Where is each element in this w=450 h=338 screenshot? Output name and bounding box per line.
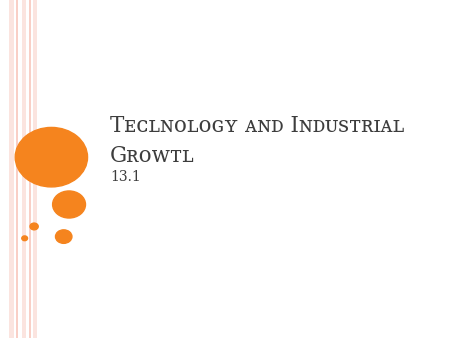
Text: Gʀᴏᴡᴛʟ: Gʀᴏᴡᴛʟ — [110, 145, 195, 167]
Text: 13.1: 13.1 — [110, 170, 141, 184]
Text: Tᴇᴄʟɴᴏʟᴏɢʏ ᴀɴᴅ Iɴᴅᴜѕᴛʀɪᴀʟ: Tᴇᴄʟɴᴏʟᴏɢʏ ᴀɴᴅ Iɴᴅᴜѕᴛʀɪᴀʟ — [110, 115, 405, 137]
Bar — [22, 0, 26, 338]
Bar — [28, 0, 31, 338]
Circle shape — [22, 236, 27, 241]
Circle shape — [30, 223, 38, 230]
Circle shape — [55, 230, 72, 243]
Bar — [33, 0, 37, 338]
Bar — [16, 0, 18, 338]
Circle shape — [15, 127, 88, 187]
Circle shape — [53, 191, 86, 218]
Bar — [9, 0, 14, 338]
